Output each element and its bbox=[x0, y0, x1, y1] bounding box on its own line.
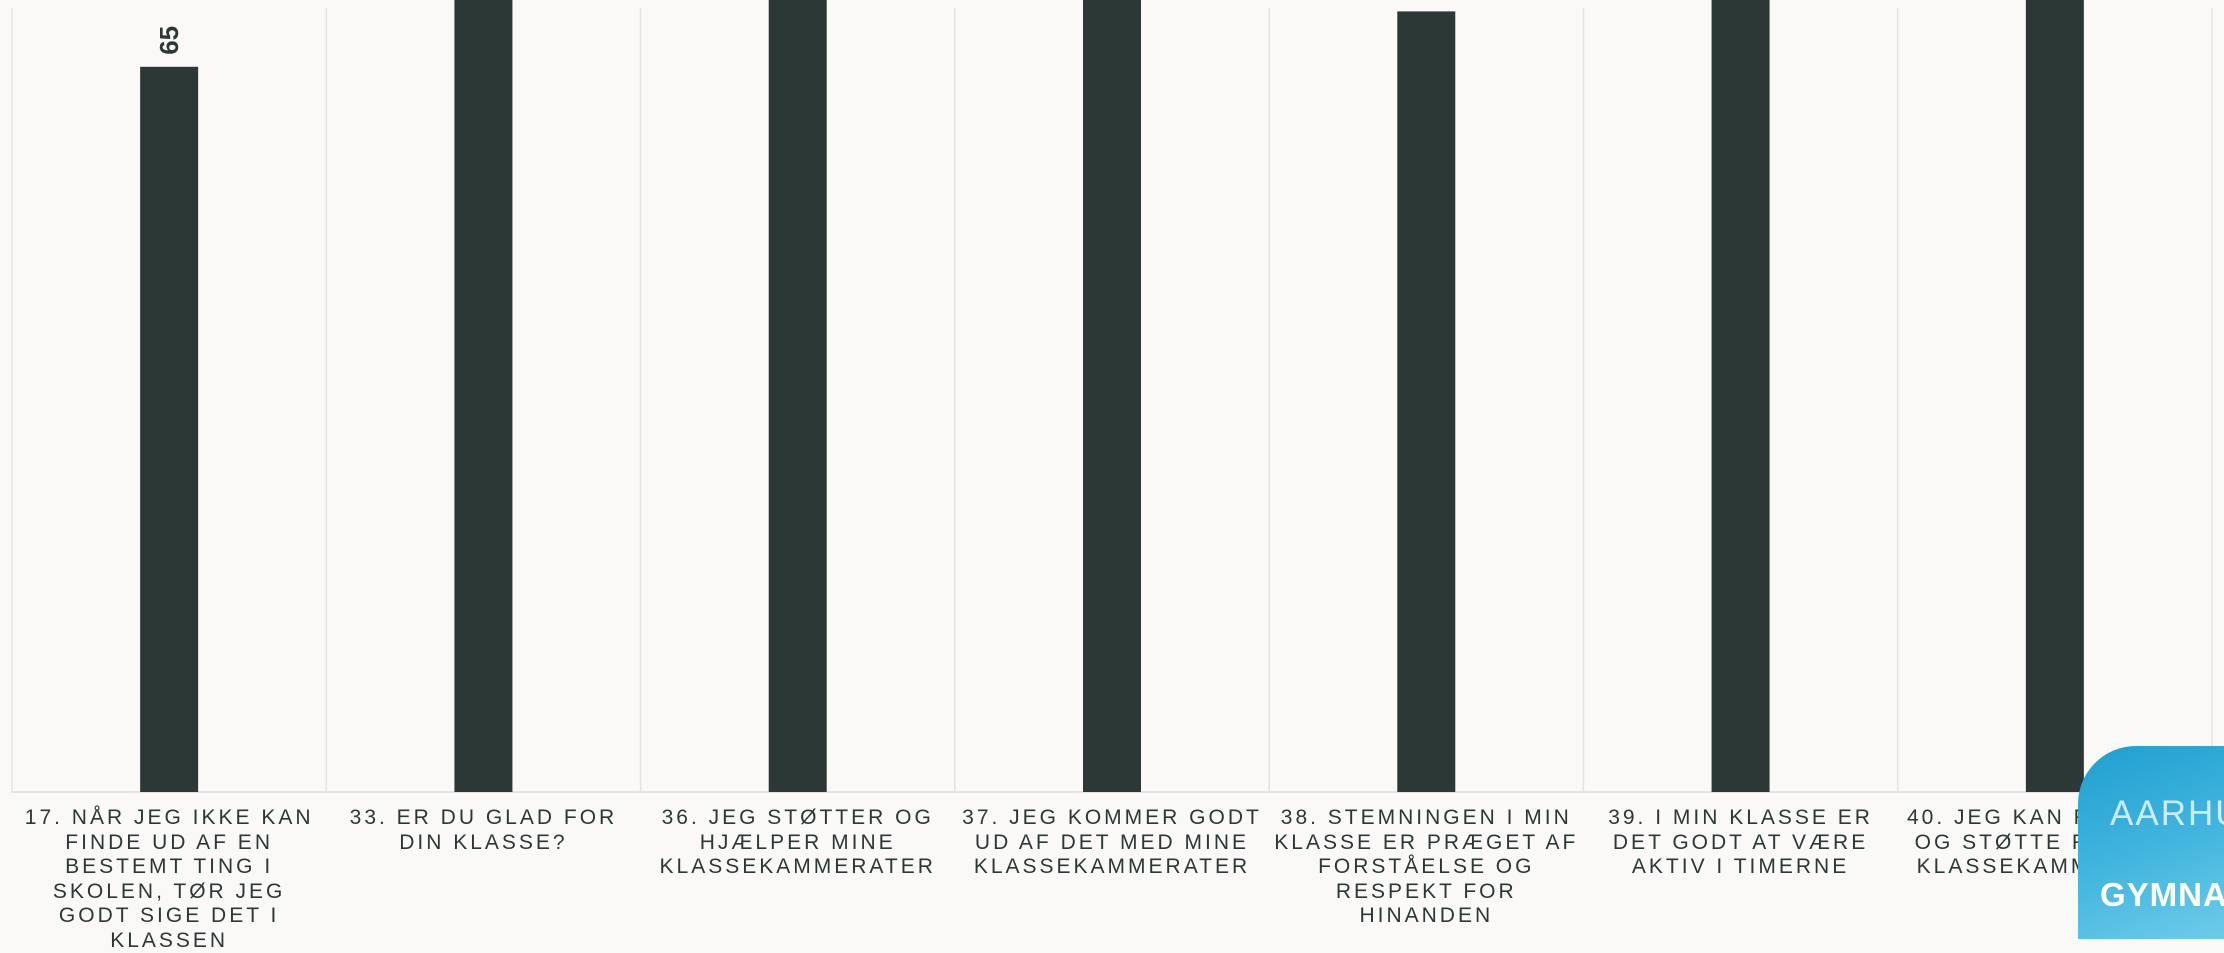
bars bbox=[140, 0, 2084, 793]
category-label: 37. JEG KOMMER GODT UD AF DET MED MINE K… bbox=[962, 806, 1262, 878]
bar bbox=[1711, 0, 1770, 793]
bar bbox=[1397, 11, 1456, 792]
bar-value-label: 65 bbox=[154, 26, 184, 55]
value-labels: 65758081707976 bbox=[154, 26, 184, 55]
logo-line-2: GYMNASIUM bbox=[2100, 876, 2224, 913]
category-label: 39. I MIN KLASSE ER DET GODT AT VÆRE AKT… bbox=[1608, 806, 1873, 878]
bar bbox=[2025, 0, 2084, 793]
aarhus-gymnasium-logo: AARHUS GYMNASIUM bbox=[2078, 746, 2224, 939]
category-label: 36. JEG STØTTER OG HJÆLPER MINE KLASSEKA… bbox=[659, 806, 936, 878]
logo-line-1: AARHUS bbox=[2110, 794, 2224, 833]
bar bbox=[140, 66, 199, 793]
bar bbox=[454, 0, 513, 792]
category-label: 33. ER DU GLAD FOR DIN KLASSE? bbox=[349, 806, 618, 854]
category-label: 38. STEMNINGEN I MIN KLASSE ER PRÆGET AF… bbox=[1274, 806, 1579, 927]
bar bbox=[768, 0, 827, 793]
bar bbox=[1083, 0, 1141, 792]
category-label: 17. NÅR JEG IKKE KAN FINDE UD AF EN BEST… bbox=[24, 806, 314, 952]
